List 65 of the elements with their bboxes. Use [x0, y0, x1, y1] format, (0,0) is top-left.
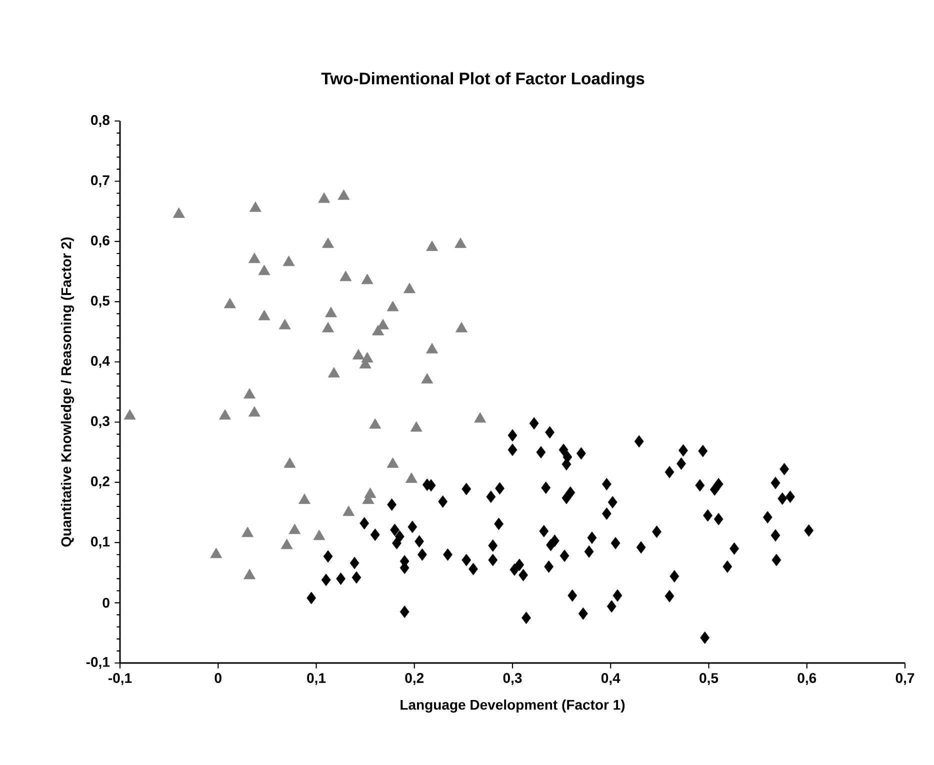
point	[248, 406, 260, 417]
x-axis-title: Language Development (Factor 1)	[400, 699, 625, 713]
point	[338, 189, 350, 200]
y-tick-label: 0,6	[91, 235, 110, 248]
point	[405, 472, 418, 483]
x-tick-label: 0,5	[700, 673, 718, 685]
point	[426, 342, 438, 354]
point	[124, 409, 136, 420]
point	[172, 207, 185, 218]
y-tick-label: 0	[102, 598, 110, 608]
y-tick-label: 0,1	[91, 536, 110, 549]
point	[404, 282, 416, 294]
point	[248, 252, 260, 264]
y-tick-label: 0,2	[91, 476, 110, 488]
point	[284, 457, 296, 468]
point	[421, 373, 434, 384]
point	[377, 318, 389, 330]
point	[318, 192, 330, 203]
chart-title: Two-Dimentional Plot of Factor Loadings	[321, 72, 644, 88]
x-tick-label: 0	[214, 673, 222, 683]
x-tick-label: 0,4	[601, 673, 620, 685]
y-tick-label: 0,3	[91, 416, 110, 428]
y-tick-label: 0,5	[91, 296, 110, 308]
point	[278, 318, 291, 330]
x-tick-label: 0,7	[896, 673, 914, 685]
point	[361, 274, 374, 284]
y-tick-label: 0,4	[91, 356, 110, 368]
point	[454, 238, 466, 248]
point	[219, 409, 231, 420]
point	[282, 256, 295, 266]
point	[244, 568, 256, 580]
point	[322, 322, 334, 332]
point	[426, 240, 438, 252]
point	[386, 457, 399, 468]
point	[210, 548, 222, 558]
y-tick-label: 0,8	[91, 115, 110, 127]
point	[386, 300, 399, 312]
point	[342, 506, 355, 516]
point	[369, 418, 382, 429]
point	[258, 264, 270, 276]
point	[474, 412, 486, 423]
x-tick-label: 0,2	[405, 673, 424, 685]
point	[313, 530, 326, 540]
point	[244, 388, 256, 399]
point	[322, 238, 334, 248]
y-tick-label: 0,7	[91, 175, 110, 188]
x-tick-label: -0,1	[108, 673, 132, 685]
point	[258, 310, 270, 320]
x-tick-label: 0,1	[307, 673, 326, 685]
point	[456, 322, 468, 332]
point	[352, 349, 364, 360]
y-tick-label: -0,1	[86, 657, 110, 669]
point	[242, 526, 254, 538]
x-tick-label: 0,6	[798, 673, 816, 685]
point	[280, 538, 293, 550]
y-axis-title: Quantitative Knowledge / Reasoning (Factor 2)	[60, 238, 74, 547]
point	[249, 201, 262, 212]
point	[288, 524, 301, 534]
point	[328, 367, 340, 378]
point	[224, 298, 236, 308]
x-tick-label: 0,3	[503, 673, 522, 685]
point	[324, 306, 337, 318]
point	[410, 421, 422, 432]
point	[340, 270, 352, 282]
point	[298, 494, 310, 504]
